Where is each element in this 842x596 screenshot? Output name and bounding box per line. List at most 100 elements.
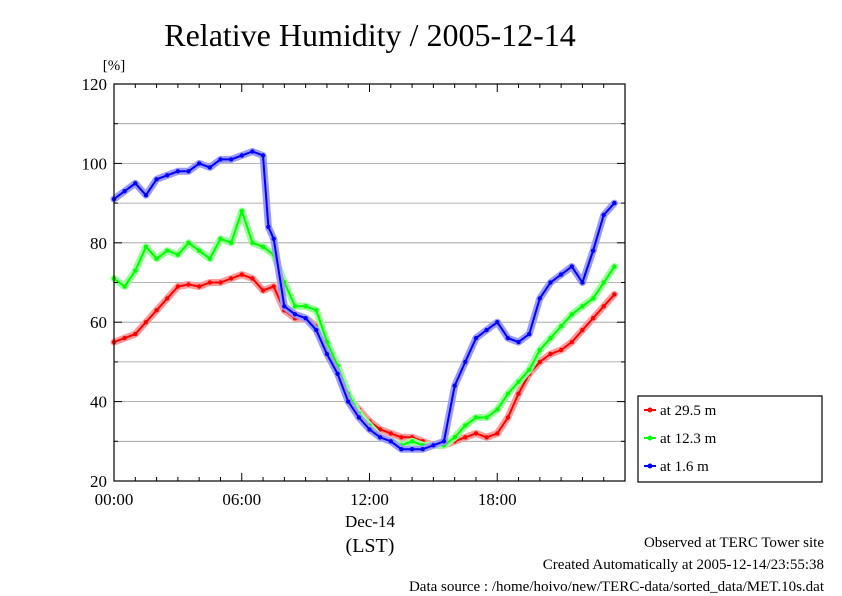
data-point — [122, 335, 127, 341]
data-point — [537, 347, 542, 353]
legend-marker — [647, 463, 653, 469]
data-point — [463, 435, 468, 440]
data-point — [505, 335, 511, 341]
y-tick-label: 80 — [90, 234, 107, 253]
data-point — [431, 443, 436, 448]
data-point — [399, 447, 404, 452]
legend-label: at 12.3 m — [660, 431, 717, 447]
data-point — [452, 435, 457, 440]
data-point — [399, 435, 404, 440]
data-point — [409, 447, 415, 452]
data-point — [133, 181, 138, 186]
x-axis-units-label: (LST) — [346, 535, 395, 557]
data-point — [314, 327, 319, 333]
data-point — [473, 335, 479, 341]
data-point — [463, 423, 468, 428]
legend-marker — [647, 435, 653, 441]
series-lines — [110, 148, 618, 453]
legend-label: at 1.6 m — [660, 459, 709, 475]
data-point — [260, 244, 266, 249]
data-point — [377, 435, 383, 440]
data-point — [558, 347, 564, 353]
data-point — [218, 157, 223, 162]
data-point — [271, 284, 276, 289]
x-tick-label: 18:00 — [478, 490, 517, 509]
data-point — [601, 280, 606, 285]
y-axis-label: [%] — [103, 58, 126, 74]
data-point — [505, 415, 511, 420]
data-point — [197, 248, 202, 253]
data-point — [271, 236, 276, 241]
data-point — [388, 439, 393, 444]
data-point — [228, 240, 234, 245]
data-point — [580, 304, 585, 309]
y-tick-label: 20 — [90, 472, 107, 491]
data-point — [239, 153, 244, 158]
data-point — [207, 256, 212, 261]
data-point — [409, 439, 415, 444]
data-point — [186, 169, 191, 174]
data-point — [484, 415, 489, 420]
data-point — [367, 427, 372, 432]
data-point — [527, 367, 532, 372]
data-point — [473, 431, 479, 436]
data-point — [292, 304, 298, 309]
data-point — [133, 268, 138, 273]
data-point — [388, 431, 393, 436]
data-point — [548, 335, 553, 341]
data-point — [548, 351, 553, 357]
data-point — [122, 189, 127, 194]
data-point — [516, 391, 521, 396]
data-point — [250, 149, 255, 154]
data-point — [558, 324, 564, 329]
data-point — [484, 327, 489, 333]
data-point — [143, 193, 149, 198]
data-point — [495, 320, 500, 325]
data-point — [356, 415, 362, 420]
x-axis-date-label: Dec-14 — [345, 512, 396, 531]
data-point — [250, 276, 255, 281]
data-point — [548, 280, 553, 285]
data-point — [324, 351, 330, 357]
data-point — [303, 304, 308, 309]
data-point — [612, 292, 617, 297]
data-point — [495, 431, 500, 436]
data-point — [197, 284, 202, 289]
data-point — [228, 157, 234, 162]
data-point — [165, 173, 170, 178]
data-point — [218, 236, 223, 241]
data-point — [505, 391, 511, 396]
data-point — [228, 276, 234, 281]
grid-lines — [114, 123, 625, 442]
data-point — [175, 284, 181, 289]
data-point — [441, 439, 447, 444]
data-point — [175, 169, 181, 174]
data-point — [122, 284, 127, 289]
data-point — [165, 248, 170, 253]
legend: at 29.5 m at 12.3 m at 1.6 m — [637, 395, 823, 483]
data-point — [250, 240, 255, 245]
data-point — [558, 272, 564, 277]
x-tick-label: 12:00 — [350, 490, 389, 509]
data-point — [346, 399, 351, 404]
data-point — [463, 359, 468, 365]
x-tick-label: 06:00 — [222, 490, 261, 509]
data-point — [186, 240, 191, 245]
data-point — [165, 296, 170, 301]
data-point — [154, 256, 159, 261]
data-point — [527, 331, 532, 337]
data-point — [143, 320, 149, 325]
data-point — [537, 359, 542, 365]
data-point — [197, 161, 202, 166]
data-point — [452, 383, 457, 388]
data-point — [612, 200, 617, 206]
data-point — [260, 153, 266, 158]
chart-title: Relative Humidity / 2005-12-14 — [164, 17, 576, 53]
data-point — [175, 252, 181, 257]
data-point — [495, 407, 500, 412]
y-tick-label: 120 — [82, 75, 108, 94]
axis-ticks: 20 40 60 80 100 120 00:00 06:00 12:00 18:00 — [82, 75, 626, 509]
data-point — [590, 296, 596, 301]
series-halo — [110, 207, 618, 449]
